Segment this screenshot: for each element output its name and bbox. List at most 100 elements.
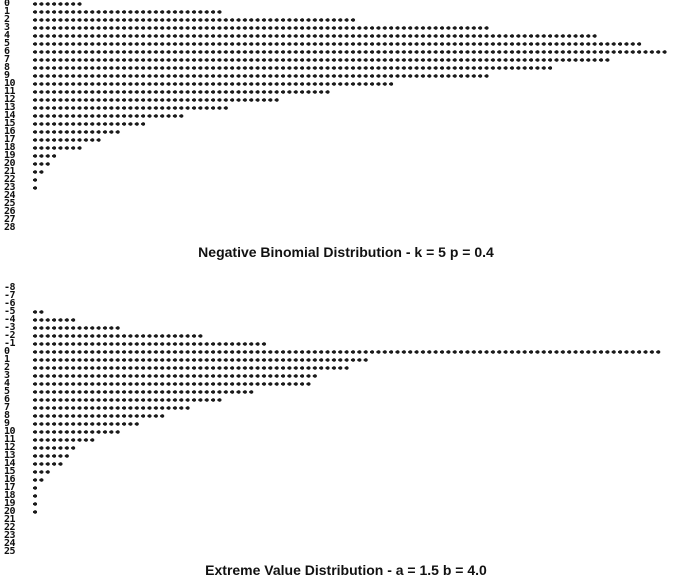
negbin-tick-label: 0 <box>4 0 10 9</box>
extreme-tick-label: 23 <box>4 530 16 541</box>
negbin-bar <box>32 8 223 16</box>
extreme-tick-label: 11 <box>4 434 16 445</box>
negbin-tick-label: 16 <box>4 126 16 137</box>
extreme-tick-label: 17 <box>4 482 16 493</box>
extreme-bar <box>32 372 319 380</box>
extreme-bar <box>32 396 223 404</box>
negbin-tick-label: 12 <box>4 94 16 105</box>
extreme-tick-label: -7 <box>4 290 16 301</box>
negbin-tick-label: 13 <box>4 102 16 113</box>
negbin-tick-label: 28 <box>4 222 16 233</box>
negbin-tick-label: 15 <box>4 118 16 129</box>
extreme-tick-label: 16 <box>4 474 16 485</box>
negbin-tick-label: 14 <box>4 110 16 121</box>
negbin-bar <box>32 152 58 160</box>
extreme-bar <box>32 460 64 468</box>
negbin-tick-label: 4 <box>4 30 10 41</box>
extreme-bar <box>32 412 166 420</box>
negbin-tick-label: 27 <box>4 214 16 225</box>
extreme-bar <box>32 356 370 364</box>
negative-binomial-caption: Negative Binomial Distribution - k = 5 p… <box>198 244 494 260</box>
negbin-bar <box>32 40 643 48</box>
negbin-bar <box>32 64 554 72</box>
negbin-tick-label: 2 <box>4 14 10 25</box>
negbin-tick-label: 19 <box>4 150 16 161</box>
extreme-bar <box>32 492 39 500</box>
extreme-tick-label: 22 <box>4 522 16 533</box>
negbin-bar <box>32 56 611 64</box>
extreme-tick-label: 8 <box>4 410 10 421</box>
negbin-tick-label: 1 <box>4 6 10 17</box>
negbin-tick-label: 10 <box>4 78 16 89</box>
extreme-tick-label: 2 <box>4 362 10 373</box>
extreme-bar <box>32 348 662 356</box>
extreme-bar <box>32 404 191 412</box>
extreme-tick-label: 10 <box>4 426 16 437</box>
negbin-bar <box>32 176 39 184</box>
negbin-tick-label: 26 <box>4 206 16 217</box>
extreme-bar <box>32 508 39 516</box>
negbin-bar <box>32 32 599 40</box>
extreme-bar <box>32 308 45 316</box>
extreme-bar <box>32 476 45 484</box>
extreme-bar <box>32 364 350 372</box>
extreme-tick-label: -3 <box>4 322 16 333</box>
extreme-bar <box>32 444 77 452</box>
extreme-bar <box>32 500 39 508</box>
extreme-tick-label: 19 <box>4 498 16 509</box>
extreme-tick-label: 15 <box>4 466 16 477</box>
extreme-bar <box>32 436 96 444</box>
extreme-tick-label: 24 <box>4 538 16 549</box>
extreme-tick-label: 1 <box>4 354 10 365</box>
extreme-tick-label: 18 <box>4 490 16 501</box>
extreme-tick-label: 6 <box>4 394 10 405</box>
extreme-bar <box>32 420 141 428</box>
extreme-tick-label: 0 <box>4 346 10 357</box>
extreme-tick-label: 3 <box>4 370 10 381</box>
negbin-bar <box>32 136 102 144</box>
extreme-tick-label: 12 <box>4 442 16 453</box>
negbin-bar <box>32 24 490 32</box>
negbin-bar <box>32 80 395 88</box>
extreme-tick-label: 13 <box>4 450 16 461</box>
negbin-bar <box>32 168 45 176</box>
extreme-value-caption: Extreme Value Distribution - a = 1.5 b =… <box>205 562 487 578</box>
extreme-tick-label: 5 <box>4 386 10 397</box>
negbin-bar <box>32 72 490 80</box>
extreme-tick-label: 21 <box>4 514 16 525</box>
negbin-tick-label: 5 <box>4 38 10 49</box>
negbin-tick-label: 18 <box>4 142 16 153</box>
extreme-bar <box>32 380 312 388</box>
negbin-tick-label: 21 <box>4 166 16 177</box>
negbin-tick-label: 24 <box>4 190 16 201</box>
negbin-tick-label: 23 <box>4 182 16 193</box>
negbin-bar <box>32 128 122 136</box>
negbin-bar <box>32 48 668 56</box>
extreme-bar <box>32 324 122 332</box>
extreme-tick-label: 25 <box>4 546 16 557</box>
extreme-tick-label: -5 <box>4 306 16 317</box>
extreme-bar <box>32 332 204 340</box>
extreme-tick-label: 4 <box>4 378 10 389</box>
extreme-value-histogram: -8 -7 -6 -5 -4 -3 -2 -1 0 1 2 3 4 5 6 7 8 9 10 11 12 13 14 15 16… <box>0 283 692 557</box>
extreme-tick-label: -2 <box>4 330 16 341</box>
extreme-tick-label: 7 <box>4 402 10 413</box>
extreme-tick-label: -4 <box>4 314 16 325</box>
negbin-bar <box>32 104 230 112</box>
negbin-tick-label: 20 <box>4 158 16 169</box>
negative-binomial-histogram: 0 1 2 3 4 5 6 7 8 9 10 11 12 13 14 15 16 17 18 19 20 21 22 23 24… <box>0 0 692 240</box>
negbin-tick-label: 3 <box>4 22 10 33</box>
extreme-bar <box>32 388 255 396</box>
negbin-tick-label: 17 <box>4 134 16 145</box>
negbin-bar <box>32 120 147 128</box>
negbin-tick-label: 22 <box>4 174 16 185</box>
negbin-tick-label: 8 <box>4 62 10 73</box>
negbin-bar <box>32 144 83 152</box>
negbin-tick-label: 11 <box>4 86 16 97</box>
extreme-bar <box>32 340 268 348</box>
negbin-bar <box>32 184 39 192</box>
extreme-bar <box>32 316 77 324</box>
negbin-bar <box>32 112 185 120</box>
extreme-bar <box>32 428 122 436</box>
extreme-bar <box>32 468 52 476</box>
